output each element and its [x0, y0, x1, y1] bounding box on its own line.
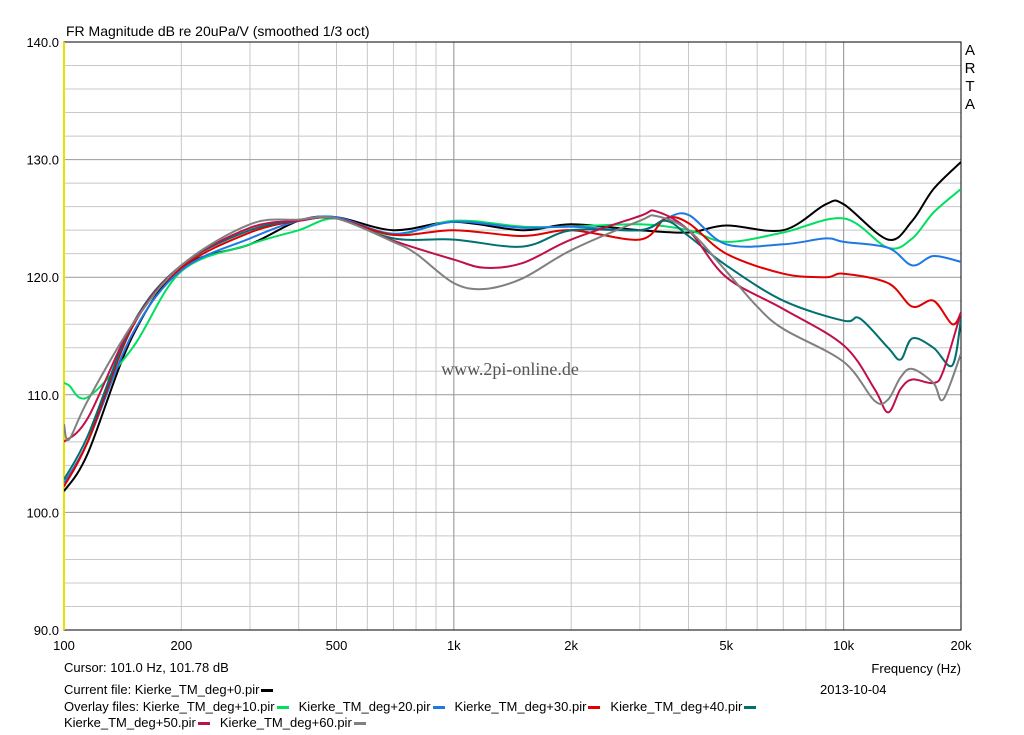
x-tick-label: 5k [719, 638, 733, 653]
y-tick-label: 120.0 [26, 270, 59, 285]
cursor-readout: Cursor: 101.0 Hz, 101.78 dB [64, 660, 229, 675]
arta-letter: T [965, 78, 975, 95]
x-tick-label: 10k [833, 638, 854, 653]
x-tick-label: 200 [170, 638, 192, 653]
legend-swatch [588, 706, 601, 710]
legend-entry-label: Kierke_TM_deg+10.pir [142, 699, 275, 714]
watermark-text: www.2pi-online.de [441, 359, 579, 379]
legend-entry-label: Kierke_TM_deg+20.pir [298, 699, 431, 714]
series-line-kierke-tm-deg-60-pir [64, 214, 961, 442]
x-axis-label: Frequency (Hz) [871, 661, 961, 676]
legend-entry-label: Kierke_TM_deg+50.pir [64, 715, 196, 730]
x-tick-label: 2k [564, 638, 578, 653]
legend-swatch [353, 722, 366, 726]
x-tick-label: 1k [447, 638, 461, 653]
legend-swatch [744, 706, 757, 710]
legend-entry-label: Kierke_TM_deg+40.pir [610, 699, 743, 714]
current-file-swatch [261, 689, 274, 693]
overlay-prefix: Overlay files: [64, 699, 143, 714]
overlay-files-legend: Overlay files: Kierke_TM_deg+10.pir Kierk… [64, 699, 766, 714]
y-tick-label: 130.0 [26, 153, 59, 168]
series-line-kierke-tm-deg-30-pir [64, 216, 961, 487]
series-line-kierke-tm-deg-40-pir [64, 216, 961, 480]
legend-swatch [276, 706, 289, 710]
y-tick-label: 90.0 [34, 623, 59, 638]
legend-swatch [197, 722, 210, 726]
x-tick-label: 20k [951, 638, 972, 653]
current-file-text: Current file: Kierke_TM_deg+0.pir [64, 682, 260, 697]
legend-swatch [432, 706, 445, 710]
overlay-files-legend-cont: Kierke_TM_deg+50.pir Kierke_TM_deg+60.pir [64, 715, 376, 730]
plot-area [64, 42, 961, 630]
legend-entry-label: Kierke_TM_deg+60.pir [219, 715, 352, 730]
legend-entry-label: Kierke_TM_deg+30.pir [454, 699, 587, 714]
arta-letter: A [964, 96, 975, 113]
arta-letter: A [964, 42, 975, 59]
y-tick-label: 100.0 [26, 505, 59, 520]
series-line-kierke-tm-deg-10-pir [64, 188, 961, 400]
y-tick-label: 110.0 [27, 388, 59, 403]
x-tick-label: 500 [326, 638, 348, 653]
series-line-kierke-tm-deg-20-pir [64, 212, 961, 484]
chart-title: FR Magnitude dB re 20uPa/V (smoothed 1/3… [66, 23, 370, 39]
series-line-kierke-tm-deg-50-pir [64, 209, 961, 443]
x-tick-label: 100 [53, 638, 75, 653]
y-tick-label: 140.0 [26, 35, 59, 50]
current-file-label: Current file: Kierke_TM_deg+0.pir [64, 682, 283, 697]
date-label: 2013-10-04 [820, 682, 887, 697]
series-group [64, 161, 961, 492]
arta-letter: R [964, 60, 976, 77]
